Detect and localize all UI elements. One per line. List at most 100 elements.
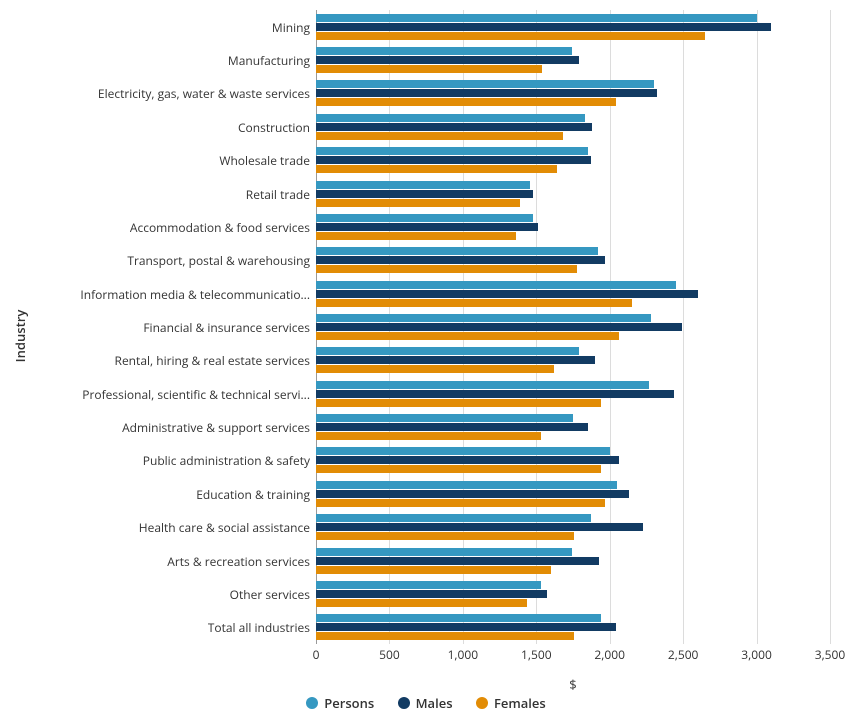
x-axis-title: $: [569, 675, 576, 693]
gridline: [683, 10, 684, 644]
x-tick-label: 2,000: [594, 646, 625, 663]
bar: [316, 132, 563, 140]
legend-item-males: Males: [398, 694, 453, 712]
bar: [316, 481, 617, 489]
x-tick-label: 3,000: [741, 646, 772, 663]
bar: [316, 165, 557, 173]
category-label: Public administration & safety: [143, 452, 310, 469]
bar: [316, 199, 520, 207]
bar: [316, 265, 577, 273]
category-label: Manufacturing: [228, 52, 310, 69]
legend-label: Persons: [324, 694, 374, 712]
bar: [316, 114, 585, 122]
bar: [316, 147, 588, 155]
bar: [316, 599, 527, 607]
bar: [316, 281, 676, 289]
bar: [316, 314, 651, 322]
bar: [316, 56, 579, 64]
bar: [316, 47, 572, 55]
category-label: Total all industries: [208, 619, 310, 636]
bar: [316, 590, 547, 598]
category-label: Health care & social assistance: [139, 519, 310, 536]
bar: [316, 490, 629, 498]
legend: Persons Males Females: [0, 694, 852, 713]
legend-dot-icon: [398, 697, 410, 709]
y-axis-title: Industry: [11, 310, 29, 363]
category-label: Education & training: [196, 486, 310, 503]
bar: [316, 214, 533, 222]
bar: [316, 98, 616, 106]
bar: [316, 523, 643, 531]
bar: [316, 432, 541, 440]
x-tick-label: 0: [313, 646, 320, 663]
bar: [316, 423, 588, 431]
bar: [316, 514, 591, 522]
chart-container: Industry $ Persons Males Females 0 500 1,0…: [0, 0, 852, 723]
x-tick-label: 500: [379, 646, 400, 663]
bar: [316, 532, 574, 540]
legend-item-persons: Persons: [306, 694, 374, 712]
legend-dot-icon: [306, 697, 318, 709]
bar: [316, 232, 516, 240]
gridline: [757, 10, 758, 644]
category-label: Retail trade: [246, 186, 310, 203]
x-tick-label: 3,500: [815, 646, 846, 663]
category-label: Administrative & support services: [122, 419, 310, 436]
gridline: [830, 10, 831, 644]
bar: [316, 465, 601, 473]
plot-area: Industry $: [316, 10, 830, 644]
bar: [316, 65, 542, 73]
bar: [316, 181, 530, 189]
bar: [316, 23, 771, 31]
bar: [316, 614, 601, 622]
x-tick-label: 1,000: [448, 646, 479, 663]
bar: [316, 356, 595, 364]
category-label: Wholesale trade: [219, 152, 310, 169]
bar: [316, 390, 674, 398]
bar: [316, 581, 541, 589]
x-tick-label: 1,500: [521, 646, 552, 663]
legend-item-females: Females: [476, 694, 546, 712]
bar: [316, 247, 598, 255]
bar: [316, 256, 605, 264]
category-label: Information media & telecommunicatio...: [80, 286, 310, 303]
bar: [316, 365, 554, 373]
category-label: Financial & insurance services: [143, 319, 310, 336]
bar: [316, 156, 591, 164]
bar: [316, 381, 649, 389]
bar: [316, 499, 605, 507]
bar: [316, 332, 619, 340]
bar: [316, 123, 592, 131]
bar: [316, 632, 574, 640]
category-label: Arts & recreation services: [167, 553, 310, 570]
legend-dot-icon: [476, 697, 488, 709]
bar: [316, 347, 579, 355]
bar: [316, 190, 533, 198]
category-label: Professional, scientific & technical ser…: [82, 386, 310, 403]
bar: [316, 323, 682, 331]
x-tick-label: 2,500: [668, 646, 699, 663]
category-label: Rental, hiring & real estate services: [115, 352, 310, 369]
bar: [316, 290, 698, 298]
bar: [316, 14, 757, 22]
bar: [316, 32, 705, 40]
bar: [316, 414, 573, 422]
legend-label: Males: [416, 694, 453, 712]
category-label: Accommodation & food services: [130, 219, 310, 236]
category-label: Other services: [230, 586, 310, 603]
category-label: Mining: [272, 19, 310, 36]
bar: [316, 456, 619, 464]
bar: [316, 299, 632, 307]
bar: [316, 623, 616, 631]
category-label: Electricity, gas, water & waste services: [98, 85, 310, 102]
bar: [316, 399, 601, 407]
bar: [316, 447, 610, 455]
bar: [316, 548, 572, 556]
bar: [316, 566, 551, 574]
bar: [316, 89, 657, 97]
bar: [316, 80, 654, 88]
bar: [316, 223, 538, 231]
bar: [316, 557, 599, 565]
legend-label: Females: [494, 694, 546, 712]
category-label: Transport, postal & warehousing: [127, 252, 310, 269]
